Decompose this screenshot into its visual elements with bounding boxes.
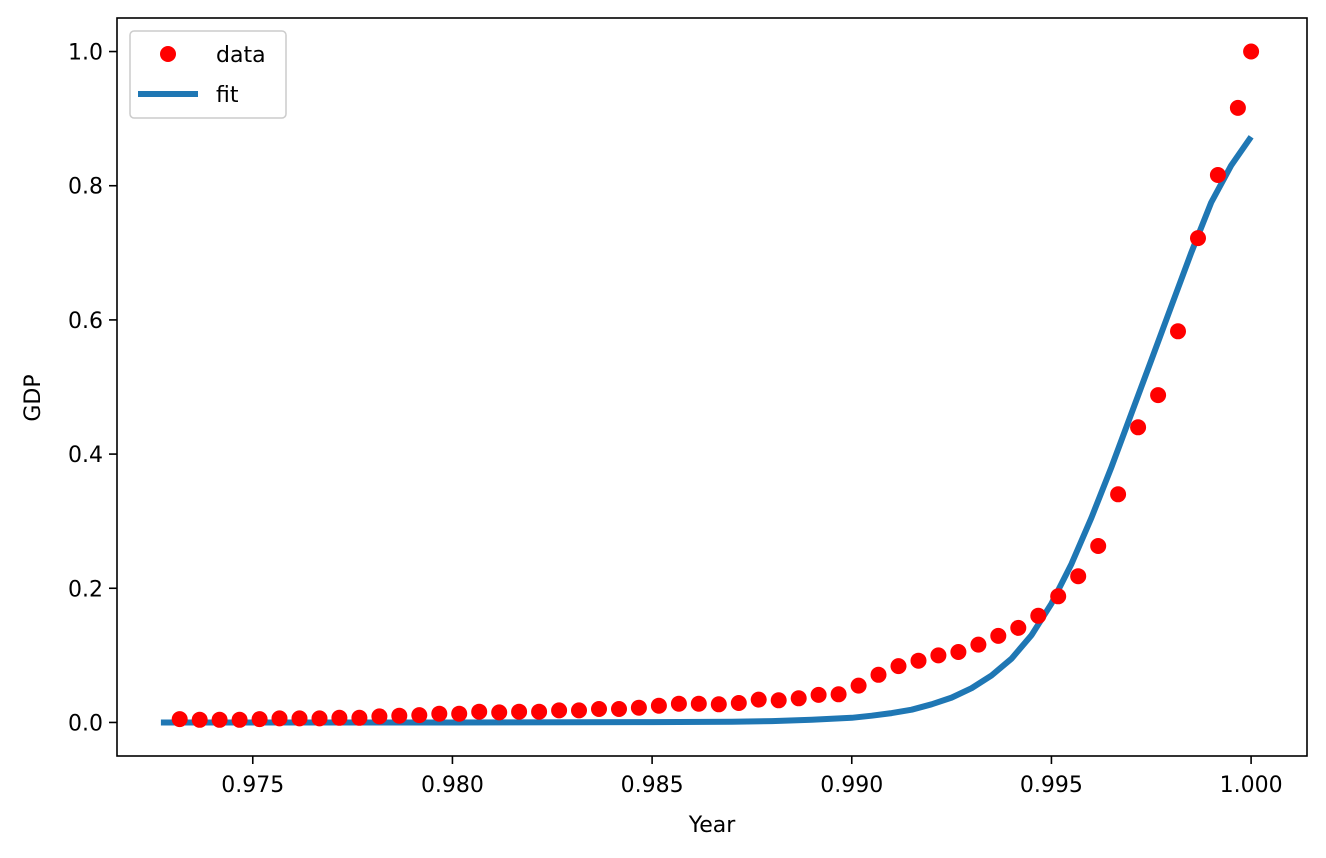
- data-point: [1010, 619, 1027, 636]
- data-point: [670, 695, 687, 712]
- data-point: [231, 711, 248, 728]
- x-tick-label: 0.995: [1020, 773, 1083, 798]
- data-point: [650, 697, 667, 714]
- data-point: [471, 703, 488, 720]
- data-point: [431, 705, 448, 722]
- x-tick-label: 0.980: [421, 773, 484, 798]
- plot-frame: [116, 17, 1308, 757]
- data-point: [511, 703, 528, 720]
- data-point: [191, 711, 208, 728]
- data-series: [171, 43, 1260, 728]
- fit-series: [160, 135, 1254, 726]
- data-point: [790, 690, 807, 707]
- data-point: [630, 699, 647, 716]
- legend-data-marker: [160, 46, 176, 62]
- y-tick-label: 0.4: [68, 443, 103, 468]
- y-tick-label: 0.2: [68, 577, 103, 602]
- legend-data-label: data: [216, 43, 266, 68]
- data-point: [1130, 419, 1147, 436]
- data-point: [371, 708, 388, 725]
- data-point: [171, 711, 188, 728]
- data-point: [1090, 538, 1107, 554]
- data-point: [910, 652, 927, 669]
- data-point: [451, 705, 468, 722]
- data-point: [950, 644, 967, 660]
- data-point: [730, 695, 747, 711]
- data-point: [710, 696, 727, 713]
- data-point: [1070, 568, 1087, 585]
- data-point: [571, 702, 587, 719]
- y-axis-label: GDP: [21, 374, 46, 421]
- data-point: [411, 707, 428, 724]
- data-point: [1190, 230, 1206, 247]
- data-point: [850, 677, 867, 694]
- data-point: [591, 701, 607, 717]
- data-point: [830, 686, 847, 703]
- data-point: [1243, 43, 1260, 60]
- data-point: [990, 627, 1007, 644]
- y-tick-label: 1.0: [68, 41, 103, 66]
- data-point: [1030, 607, 1047, 624]
- y-tick-label: 0.6: [68, 309, 103, 334]
- legend: data fit: [129, 30, 287, 119]
- data-point: [970, 636, 987, 653]
- data-point: [271, 710, 288, 727]
- x-tick-label: 0.975: [221, 773, 284, 798]
- x-axis-label: Year: [688, 813, 737, 838]
- data-point: [1050, 588, 1067, 605]
- y-axis-ticks: 0.0 0.2 0.4 0.6 0.8 1.0: [68, 41, 117, 736]
- y-tick-label: 0.8: [68, 175, 103, 200]
- data-point: [1229, 99, 1246, 116]
- data-point: [311, 710, 328, 727]
- x-axis-ticks: 0.975 0.980 0.985 0.990 0.995 1.000: [221, 756, 1283, 798]
- data-point: [1209, 167, 1226, 183]
- fit-line: [160, 135, 1254, 726]
- legend-fit-label: fit: [216, 83, 239, 108]
- data-point: [351, 709, 368, 726]
- data-point: [491, 704, 508, 721]
- x-tick-label: 1.000: [1220, 773, 1283, 798]
- data-point: [870, 666, 887, 683]
- data-point: [1170, 323, 1186, 340]
- data-point: [1110, 486, 1127, 503]
- data-point: [770, 692, 787, 709]
- data-point: [331, 709, 348, 726]
- data-point: [251, 711, 268, 728]
- data-point: [810, 686, 827, 703]
- data-point: [391, 707, 408, 724]
- data-point: [531, 703, 548, 720]
- x-tick-label: 0.990: [820, 773, 883, 798]
- data-point: [1150, 387, 1167, 404]
- data-point: [611, 701, 627, 717]
- data-point: [890, 658, 907, 675]
- y-tick-label: 0.0: [68, 711, 103, 736]
- data-point: [291, 710, 308, 727]
- data-point: [750, 691, 767, 708]
- data-point: [551, 702, 568, 719]
- data-point: [211, 711, 228, 728]
- data-point: [690, 695, 707, 712]
- data-point: [930, 647, 947, 664]
- x-tick-label: 0.985: [621, 773, 684, 798]
